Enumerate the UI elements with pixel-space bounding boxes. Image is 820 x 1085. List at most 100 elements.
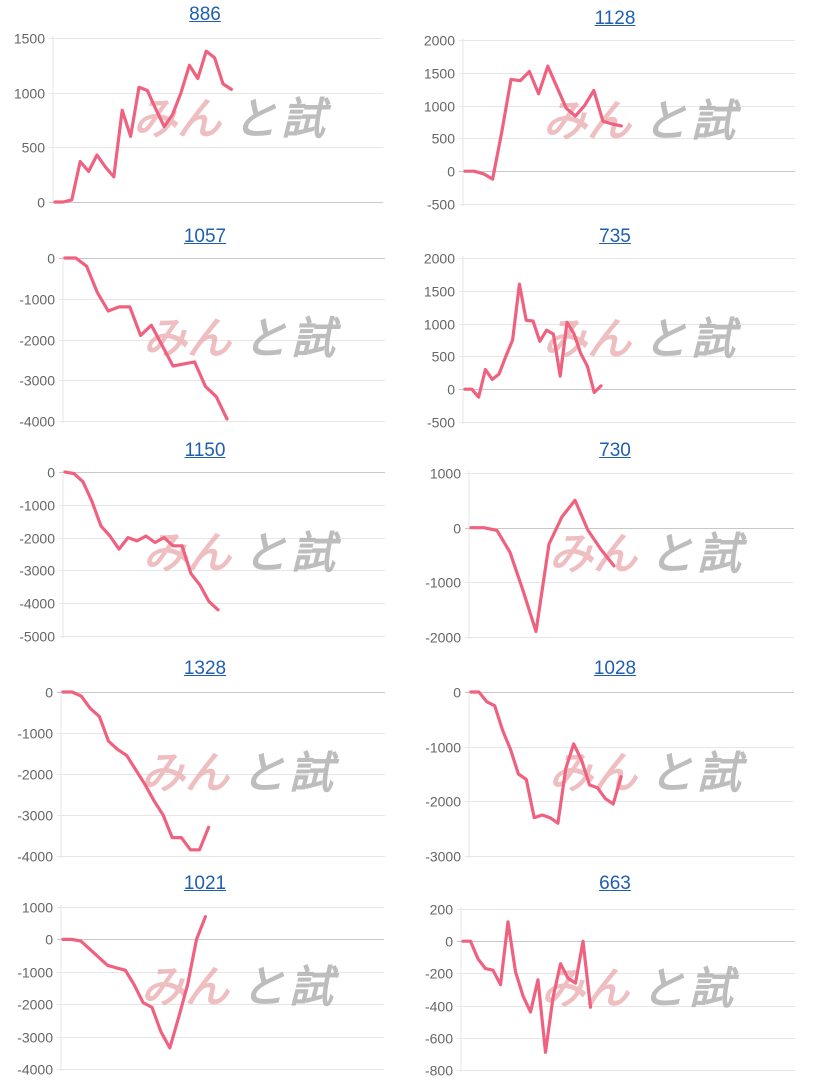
chart-title-link[interactable]: 735 [599, 226, 631, 247]
watermark: みんと試 [141, 749, 340, 798]
watermark: みんと試 [541, 965, 740, 1014]
watermark-text: 試 [697, 530, 748, 579]
line-chart: 200 0 -200 -400 -600 -800 みんと試 [425, 902, 795, 1079]
watermark-text: 試 [289, 963, 340, 1012]
y-tick-label: -1000 [19, 498, 55, 514]
watermark-text: 試 [281, 95, 332, 144]
y-tick-label: 0 [447, 164, 455, 180]
watermark: みんと試 [543, 315, 742, 364]
y-tick-label: -2000 [425, 794, 461, 810]
y-tick-label: -1000 [425, 575, 461, 591]
series-line [63, 470, 220, 612]
line-chart: 2000 1500 1000 500 0 -500 みんと試 [424, 251, 796, 431]
watermark: みんと試 [143, 529, 342, 578]
y-tick-label: -2000 [19, 333, 55, 349]
y-tick-label: -3000 [17, 808, 53, 824]
chart-title-link[interactable]: 886 [189, 4, 221, 25]
y-tick-label: 0 [37, 195, 45, 211]
y-tick-label: -600 [425, 1031, 453, 1047]
line-chart: 0 -1000 -2000 -3000 みんと試 [425, 685, 794, 865]
watermark-text: と [233, 95, 277, 144]
y-tick-label: -1000 [19, 292, 55, 308]
y-tick-label: 1500 [424, 284, 455, 300]
chart-panel: 1150 0 -1000 -2000 -3000 -4000 -5000 みんと試 [0, 430, 410, 650]
chart-title-link[interactable]: 1057 [183, 226, 227, 247]
chart-title-link[interactable]: 663 [599, 873, 631, 894]
chart-panel: 1128 2000 1500 1000 500 0 -500 みんと試 [410, 0, 820, 220]
y-tick-label: -4000 [17, 849, 53, 865]
y-tick-label: -2000 [19, 531, 55, 547]
watermark-text: と [243, 529, 287, 578]
watermark-text: と [641, 965, 685, 1014]
watermark-text: みん [141, 749, 231, 798]
y-tick-label: 2000 [424, 251, 455, 267]
watermark-text: 試 [689, 965, 740, 1014]
watermark-text: と [649, 530, 693, 579]
y-tick-label: -3000 [17, 1030, 53, 1046]
y-tick-label: -4000 [19, 414, 55, 430]
y-tick-label: 1500 [424, 66, 455, 82]
y-tick-label: 0 [453, 685, 461, 701]
watermark-text: 試 [697, 749, 748, 798]
watermark-text: と [241, 749, 285, 798]
watermark-text: みん [543, 97, 633, 146]
y-tick-label: -2000 [17, 997, 53, 1013]
y-tick-label: -3000 [19, 563, 55, 579]
y-tick-label: -1000 [425, 740, 461, 756]
watermark-text: 試 [691, 315, 742, 364]
chart-panel: 663 200 0 -200 -400 -600 -800 みんと試 [410, 865, 820, 1085]
line-chart: 0 -1000 -2000 -3000 -4000 -5000 みんと試 [19, 465, 385, 645]
y-tick-label: -500 [427, 197, 455, 213]
y-tick-label: -5000 [19, 629, 55, 645]
watermark-text: と [643, 97, 687, 146]
y-tick-label: 0 [453, 521, 461, 537]
y-tick-label: -500 [427, 415, 455, 431]
y-tick-label: 1000 [22, 900, 53, 916]
y-tick-label: -4000 [17, 1062, 53, 1078]
watermark-text: 試 [291, 315, 342, 364]
series-line [61, 690, 211, 852]
y-tick-label: -3000 [19, 373, 55, 389]
y-tick-label: -2000 [17, 767, 53, 783]
y-tick-label: 0 [45, 932, 53, 948]
y-tick-label: -200 [425, 966, 453, 982]
y-tick-label: -2000 [425, 630, 461, 646]
y-tick-label: 1500 [14, 31, 45, 47]
y-tick-label: 200 [430, 902, 454, 918]
chart-title-link[interactable]: 1128 [594, 8, 636, 29]
chart-title-link[interactable]: 1028 [593, 658, 637, 679]
y-tick-label: -1000 [17, 965, 53, 981]
y-tick-label: 1000 [424, 317, 455, 333]
chart-title-link[interactable]: 1328 [183, 658, 227, 679]
series-line [463, 64, 623, 181]
y-tick-label: -800 [425, 1063, 453, 1079]
chart-panel: 886 1500 1000 500 0 みんと試 [0, 0, 410, 220]
watermark-text: みん [143, 529, 233, 578]
chart-panel: 1328 0 -1000 -2000 -3000 -4000 みんと試 [0, 650, 410, 870]
chart-panel: 1057 0 -1000 -2000 -3000 -4000 みんと試 [0, 215, 410, 435]
chart-panel: 730 1000 0 -1000 -2000 みんと試 [410, 430, 820, 650]
y-tick-label: 1000 [430, 466, 461, 482]
y-tick-label: 500 [432, 131, 456, 147]
chart-panel: 1028 0 -1000 -2000 -3000 みんと試 [410, 650, 820, 870]
line-chart: 0 -1000 -2000 -3000 -4000 みんと試 [17, 685, 385, 865]
chart-title-link[interactable]: 730 [599, 440, 631, 461]
chart-panel: 735 2000 1500 1000 500 0 -500 みんと試 [410, 215, 820, 435]
y-tick-label: 2000 [424, 33, 455, 49]
y-tick-label: 0 [47, 465, 55, 481]
chart-title-link[interactable]: 1150 [184, 440, 226, 461]
watermark-text: と [243, 315, 287, 364]
watermark: みんと試 [549, 749, 748, 798]
watermark-text: みん [143, 315, 233, 364]
series-line [469, 498, 616, 634]
y-tick-label: 0 [447, 382, 455, 398]
y-tick-label: 0 [47, 251, 55, 267]
series-line [469, 690, 623, 825]
series-line [63, 256, 229, 421]
chart-panel: 1021 1000 0 -1000 -2000 -3000 -4000 みんと試 [0, 865, 410, 1085]
watermark: みんと試 [543, 97, 742, 146]
chart-title-link[interactable]: 1021 [183, 873, 227, 894]
watermark: みんと試 [133, 95, 332, 144]
watermark-text: と [649, 749, 693, 798]
y-tick-label: 1000 [424, 99, 455, 115]
